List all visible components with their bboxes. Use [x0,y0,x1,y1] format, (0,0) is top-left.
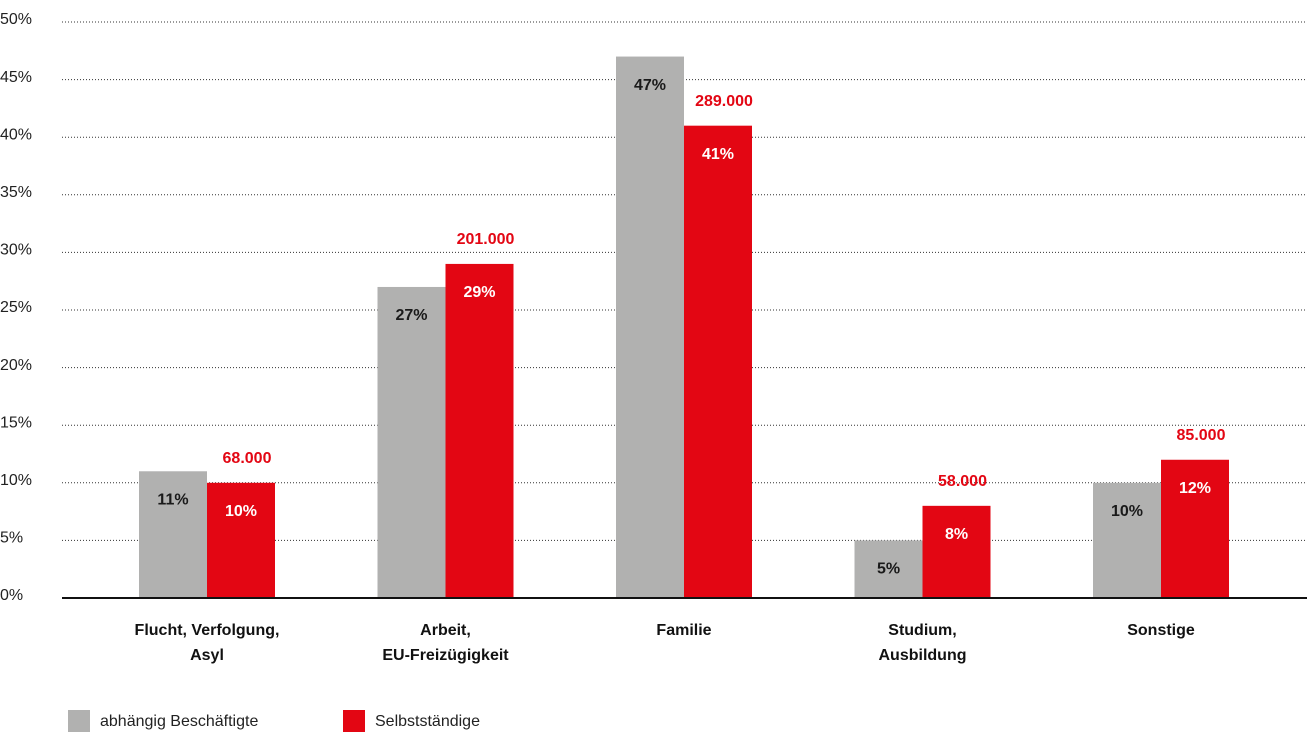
y-tick-label: 0% [0,587,23,604]
y-tick-label: 15% [0,414,32,431]
bar [922,505,991,598]
bar [207,482,275,598]
y-tick-label: 5% [0,530,23,547]
bar [1161,459,1229,598]
bar [1093,482,1161,598]
bar [854,540,923,598]
value-label: 27% [395,307,427,324]
y-tick-label: 10% [0,472,32,489]
legend-swatch [343,710,365,732]
x-tick-label: Ausbildung [879,647,967,664]
total-label: 58.000 [938,473,987,490]
x-tick-label: Flucht, Verfolgung, [135,622,280,639]
value-label: 10% [1111,503,1143,520]
value-label: 5% [877,561,900,578]
total-label: 201.000 [457,231,515,248]
x-tick-label: Sonstige [1127,622,1195,639]
x-tick-label: Arbeit, [420,622,471,639]
bar [445,263,514,598]
value-label: 41% [702,146,734,163]
y-tick-label: 40% [0,126,32,143]
value-label: 10% [225,503,257,520]
y-tick-label: 45% [0,69,32,86]
bar [616,56,684,599]
value-label: 47% [634,77,666,94]
bar [139,471,207,598]
value-label: 12% [1179,480,1211,497]
bar [377,286,446,598]
bar [684,125,752,599]
y-tick-label: 20% [0,357,32,374]
x-tick-label: Familie [656,622,711,639]
y-tick-label: 50% [0,11,32,28]
value-label: 11% [157,491,188,508]
total-label: 289.000 [695,93,753,110]
total-label: 68.000 [223,450,272,467]
x-tick-label: Asyl [190,647,224,664]
x-tick-label: EU-Freizügigkeit [382,647,509,664]
legend-label: abhängig Beschäftigte [100,713,258,730]
y-tick-label: 35% [0,184,32,201]
value-label: 29% [463,284,495,301]
x-tick-label: Studium, [888,622,956,639]
legend-swatch [68,710,90,732]
legend-label: Selbstständige [375,713,480,730]
total-label: 85.000 [1177,427,1226,444]
value-label: 8% [945,526,968,543]
y-tick-label: 25% [0,299,32,316]
y-tick-label: 30% [0,242,32,259]
